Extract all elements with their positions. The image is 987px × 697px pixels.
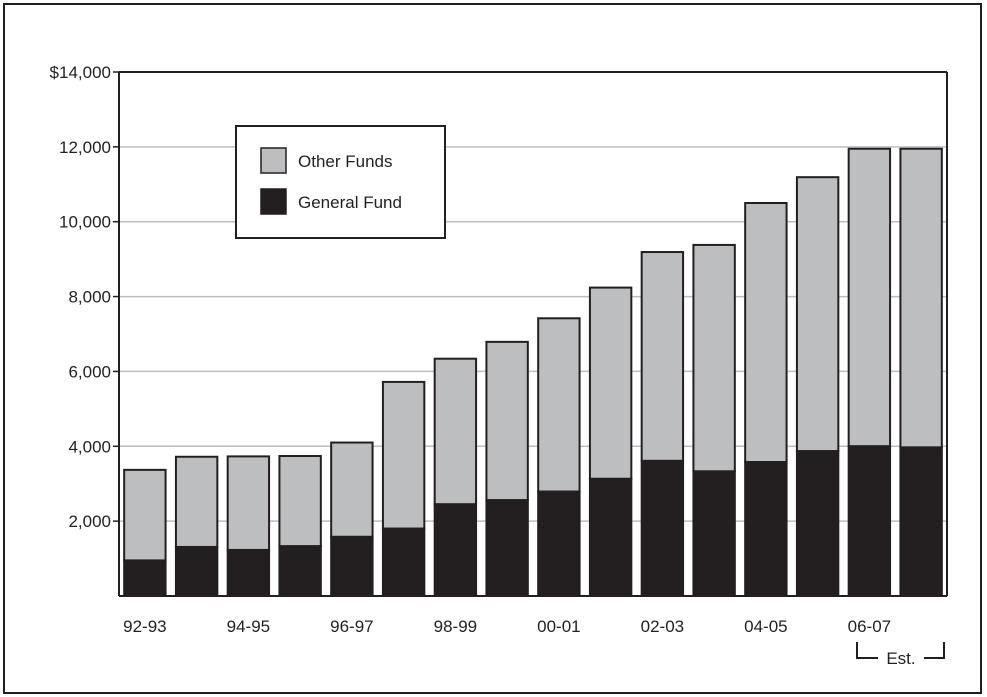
- est-bracket-right: [924, 642, 945, 659]
- bar-general-fund: [640, 459, 685, 597]
- bar-other-funds: [381, 380, 426, 530]
- bar-other-funds: [744, 202, 788, 464]
- y-tick-label: 4,000: [68, 437, 111, 456]
- x-tick-labels: 92-93 94-95 96-97 98-99 00-01 02-03 04-05 06-07: [123, 617, 891, 636]
- bar-other-funds: [174, 455, 219, 548]
- bar-general-fund: [485, 499, 529, 598]
- est-bracket-left: [856, 642, 878, 659]
- bar-general-fund: [123, 559, 167, 598]
- bar-general-fund: [381, 527, 426, 598]
- x-tick-label: 94-95: [227, 617, 270, 636]
- bar-general-fund: [744, 461, 788, 597]
- legend-swatch-general-fund: [260, 188, 287, 215]
- bar-other-funds: [330, 441, 374, 538]
- bar-chart: 2,0004,0006,0008,00010,00012,000$14,000 …: [50, 63, 948, 668]
- bar-other-funds: [640, 251, 685, 462]
- legend-label-other-funds: Other Funds: [298, 152, 393, 171]
- est-label: Est.: [886, 649, 915, 668]
- y-tick-label: $14,000: [50, 63, 111, 82]
- x-tick-label: 04-05: [744, 617, 787, 636]
- x-tick-label: 96-97: [330, 617, 373, 636]
- legend-swatch-other-funds: [260, 147, 287, 174]
- bar-general-fund: [588, 477, 633, 597]
- bar-other-funds: [537, 317, 581, 493]
- bar-other-funds: [226, 455, 271, 551]
- bar-other-funds: [123, 468, 167, 562]
- x-tick-label: 00-01: [537, 617, 580, 636]
- y-tick-labels: 2,000 4,000 6,000 8,000 10,000 12,000 $14,000: [50, 63, 119, 531]
- bar-other-funds: [278, 455, 322, 548]
- y-tick-label: 12,000: [59, 138, 111, 157]
- estimate-bracket: Est.: [856, 642, 945, 668]
- x-tick-label: 02-03: [641, 617, 684, 636]
- x-tick-label: 06-07: [848, 617, 891, 636]
- bar-general-fund: [226, 548, 271, 597]
- bar-general-fund: [537, 490, 581, 597]
- bar-other-funds: [847, 147, 892, 448]
- y-tick-label: 6,000: [68, 362, 111, 381]
- bar-other-funds: [795, 176, 840, 453]
- y-tick-label: 2,000: [68, 512, 111, 531]
- bar-general-fund: [899, 446, 943, 597]
- y-tick-label: 8,000: [68, 288, 111, 307]
- bar-other-funds: [433, 357, 478, 506]
- bar-general-fund: [795, 450, 840, 597]
- chart-frame: 2,000 4,000 6,000 8,000 10,000 12,000 $14,000 …: [3, 3, 982, 694]
- bar-other-funds: [485, 340, 529, 502]
- bar-other-funds: [692, 243, 736, 473]
- x-tick-label: 98-99: [434, 617, 477, 636]
- legend-label-general-fund: General Fund: [298, 193, 402, 212]
- bar-other-funds: [588, 286, 633, 480]
- bar-general-fund: [692, 470, 736, 597]
- bar-other-funds: [899, 147, 943, 449]
- axes: [118, 71, 948, 597]
- x-tick-label: 92-93: [123, 617, 166, 636]
- bar-general-fund: [174, 545, 219, 597]
- bar-general-fund: [278, 545, 322, 597]
- y-tick-label: 10,000: [59, 213, 111, 232]
- legend: Other Funds General Fund: [235, 125, 446, 239]
- bar-general-fund: [330, 535, 374, 597]
- bars: [123, 147, 943, 598]
- bar-general-fund: [847, 445, 892, 597]
- legend-box: [235, 125, 446, 239]
- bar-general-fund: [433, 503, 478, 597]
